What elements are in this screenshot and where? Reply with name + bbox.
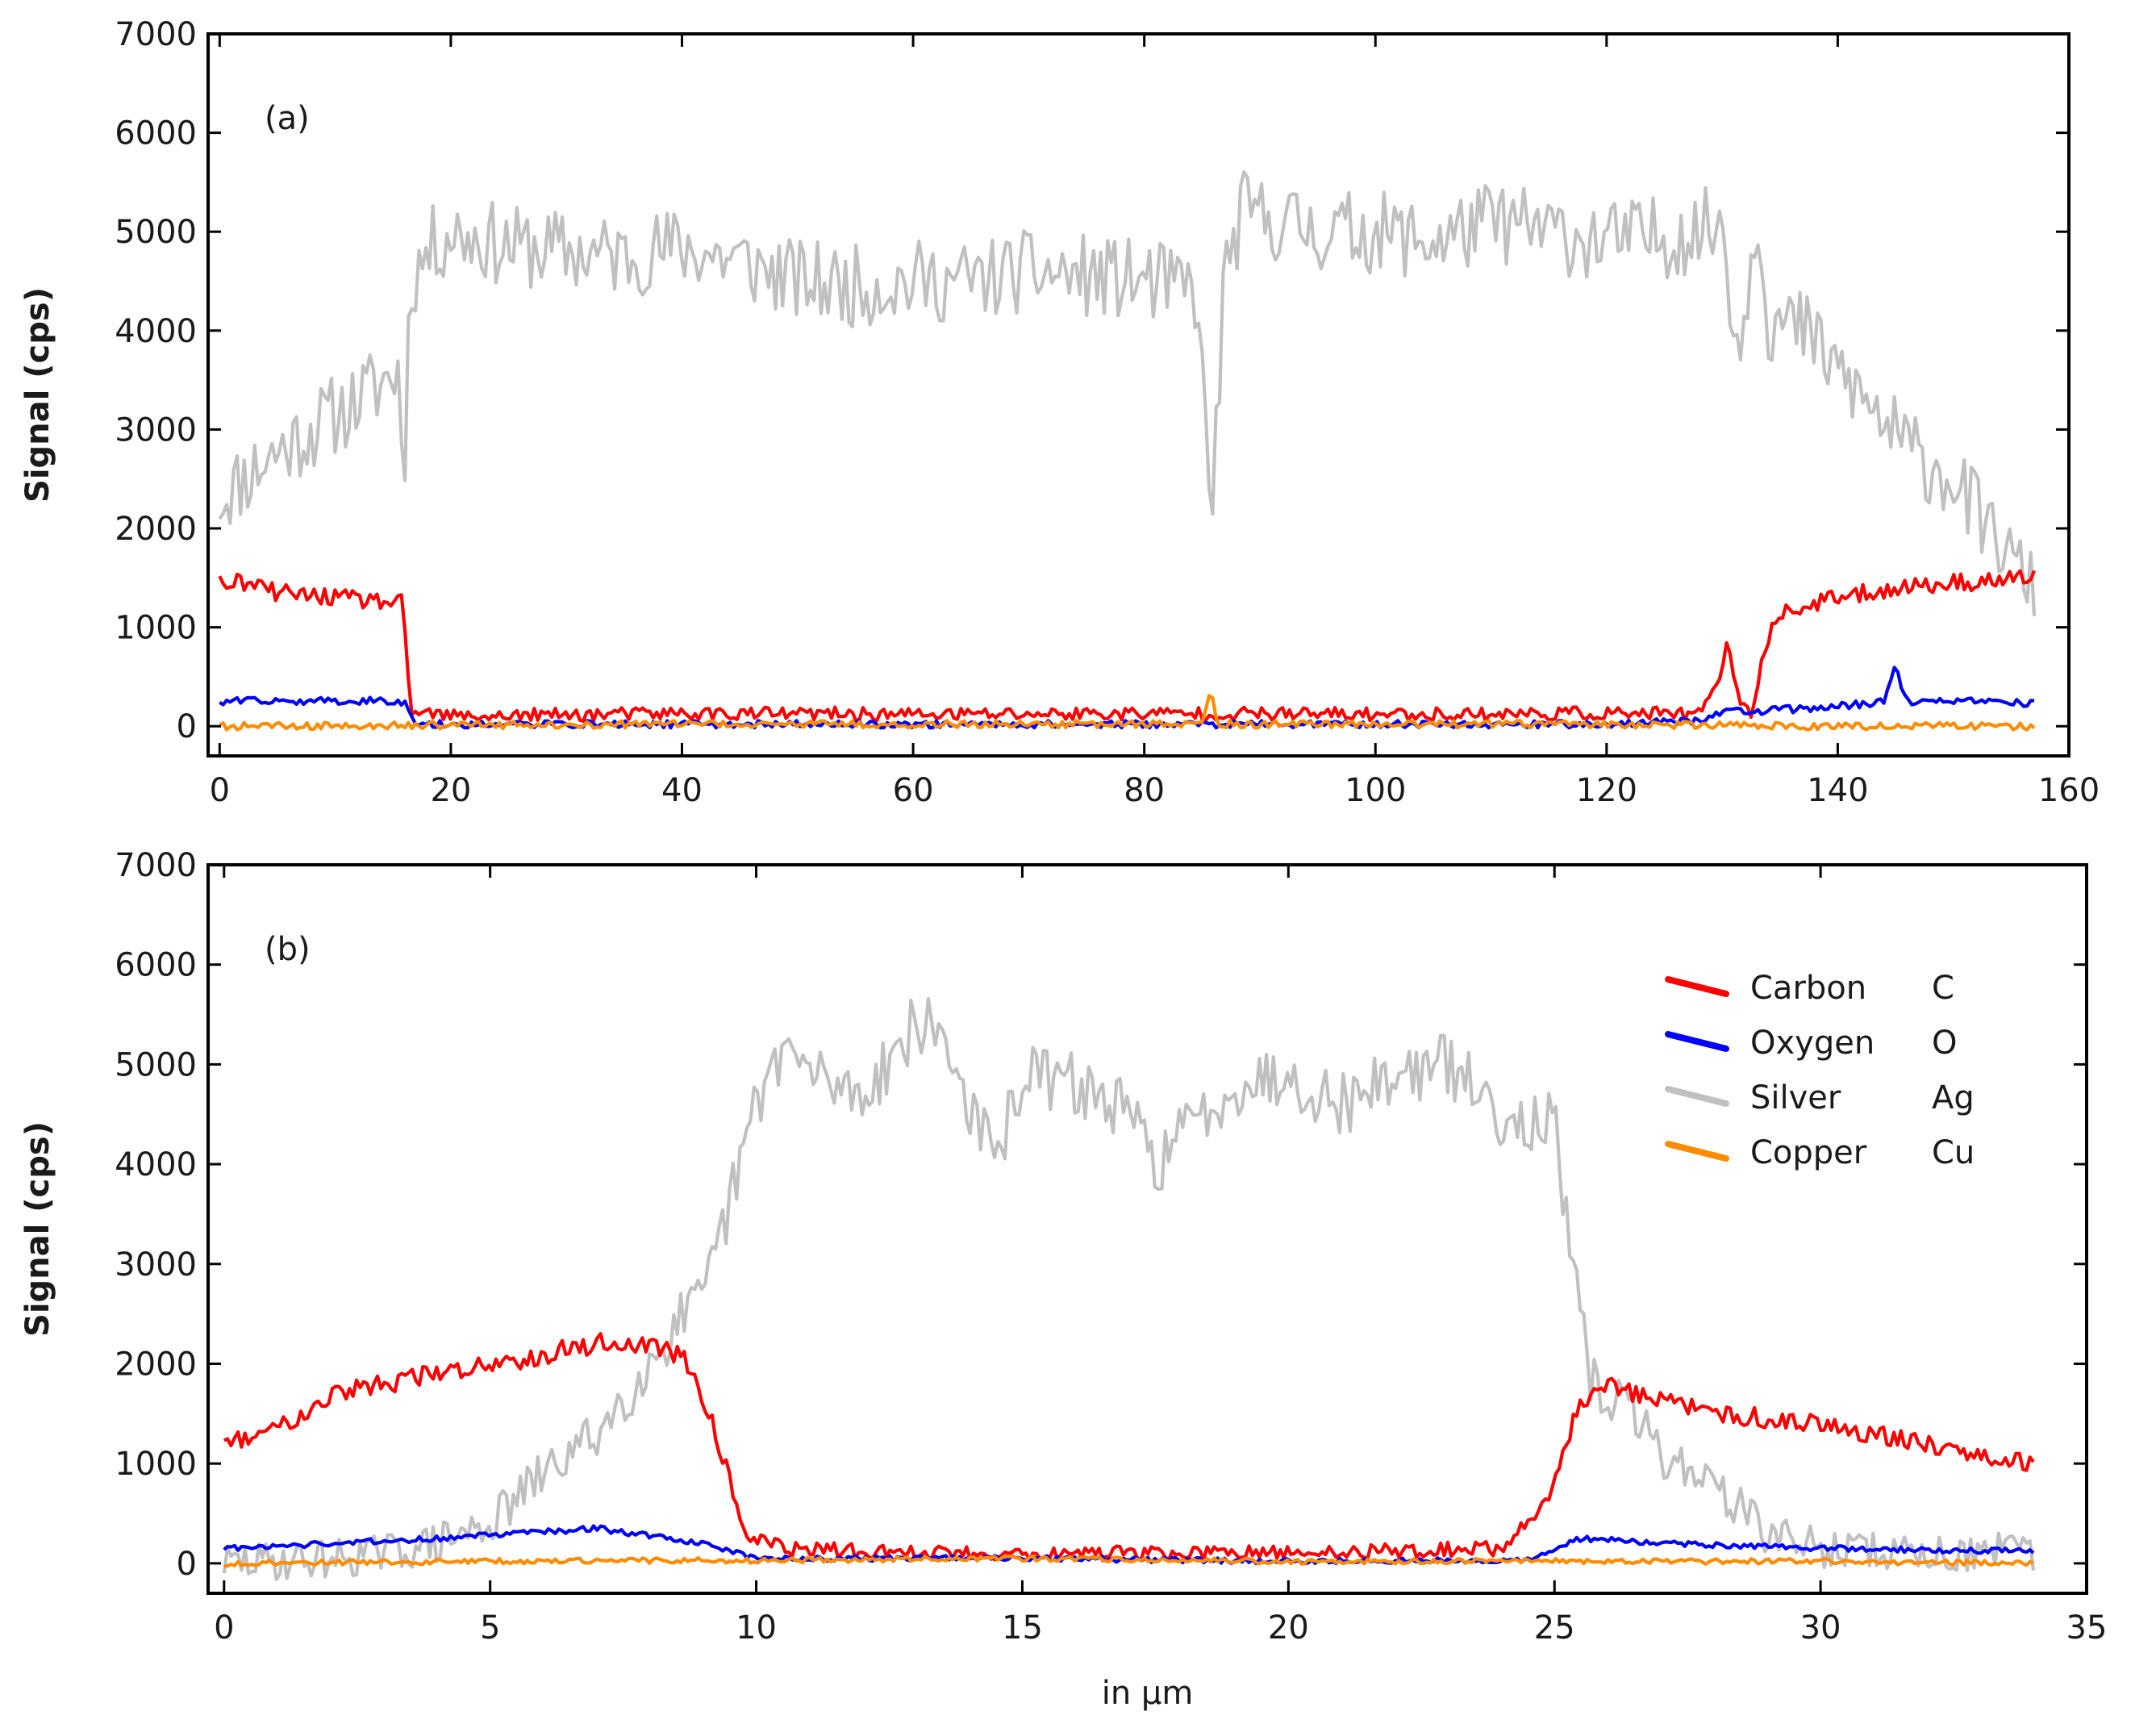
series-line-carbon: [218, 569, 2036, 723]
y-tick-label: 4000: [115, 1146, 197, 1183]
legend-swatch-copper: [1665, 1141, 1729, 1162]
x-tick-label: 35: [2066, 1609, 2108, 1647]
legend-symbol-oxygen: O: [1932, 1025, 1957, 1062]
y-tick-label: 7000: [115, 847, 197, 884]
panel-label: (a): [265, 100, 310, 137]
x-tick-label: 25: [1534, 1609, 1575, 1647]
plot-area: [218, 170, 2037, 732]
plot-frame: [206, 863, 2088, 1595]
y-tick-label: 2000: [115, 1346, 197, 1383]
series-line-copper: [223, 1554, 2034, 1568]
y-tick-label: 6000: [115, 115, 197, 152]
x-tick-label: 40: [661, 772, 703, 809]
legend-swatch-oxygen: [1665, 1031, 1729, 1052]
series-line-silver: [218, 170, 2037, 616]
panel-b: 0 1000 2000 3000 4000 5000 6000 7000 0 5 10 15 20 25 3…: [19, 847, 2107, 1712]
legend-label-silver: Silver: [1750, 1079, 1841, 1117]
x-tick-label: 0: [214, 1609, 234, 1647]
series-line-oxygen: [219, 666, 2035, 730]
x-tick-label: 10: [736, 1609, 777, 1647]
y-tick-label: 3000: [115, 411, 197, 449]
x-tick-label: 30: [1800, 1609, 1841, 1647]
x-tick-label: 15: [1002, 1609, 1043, 1647]
legend-label-copper: Copper: [1750, 1134, 1867, 1171]
y-tick-label: 6000: [115, 947, 197, 984]
x-tick-label: 160: [2038, 772, 2100, 809]
y-axis-title: Signal (cps): [19, 287, 56, 503]
x-tick-label: 140: [1807, 772, 1868, 809]
y-tick-label: 1000: [115, 610, 197, 647]
x-tick-label: 60: [893, 772, 934, 809]
y-tick-label: 0: [177, 1546, 197, 1583]
y-tick-label: 5000: [115, 214, 197, 251]
series-line-silver: [222, 996, 2036, 1581]
x-tick-label: 20: [430, 772, 471, 809]
x-tick-label: 20: [1268, 1609, 1309, 1647]
panel-a: 0 1000 2000 3000 4000 5000 6000 7000 0 20 40 60 80 10…: [19, 16, 2100, 809]
x-tick-label: 100: [1345, 772, 1406, 809]
panel-label: (b): [265, 931, 311, 968]
x-axis-title: in µm: [1102, 1675, 1194, 1712]
series-line-copper: [219, 694, 2036, 732]
y-tick-label: 5000: [115, 1046, 197, 1083]
y-tick-label: 1000: [115, 1446, 197, 1483]
x-tick-label: 0: [210, 772, 230, 809]
y-tick-label: 4000: [115, 313, 197, 350]
legend-swatch-silver: [1665, 1086, 1729, 1107]
legend-swatch-carbon: [1665, 976, 1729, 997]
legend-symbol-silver: Ag: [1932, 1079, 1975, 1117]
y-axis-title: Signal (cps): [19, 1121, 56, 1337]
legend-label-carbon: Carbon: [1750, 970, 1866, 1007]
plot-frame: [206, 32, 2071, 758]
series-line-carbon: [223, 1332, 2035, 1563]
legend-symbol-carbon: C: [1932, 970, 1954, 1007]
legend-label-oxygen: Oxygen: [1750, 1025, 1875, 1062]
y-tick-label: 3000: [115, 1246, 197, 1283]
plot-area: [222, 996, 2036, 1581]
x-tick-label: 5: [480, 1609, 500, 1647]
x-tick-label: 80: [1124, 772, 1165, 809]
legend-symbol-copper: Cu: [1932, 1134, 1975, 1171]
legend: Carbon C Oxygen O Silver Ag Copper Cu: [1665, 970, 1975, 1171]
y-tick-label: 7000: [115, 16, 197, 53]
y-tick-label: 2000: [115, 511, 197, 548]
x-tick-label: 120: [1576, 772, 1637, 809]
y-tick-label: 0: [177, 708, 197, 745]
